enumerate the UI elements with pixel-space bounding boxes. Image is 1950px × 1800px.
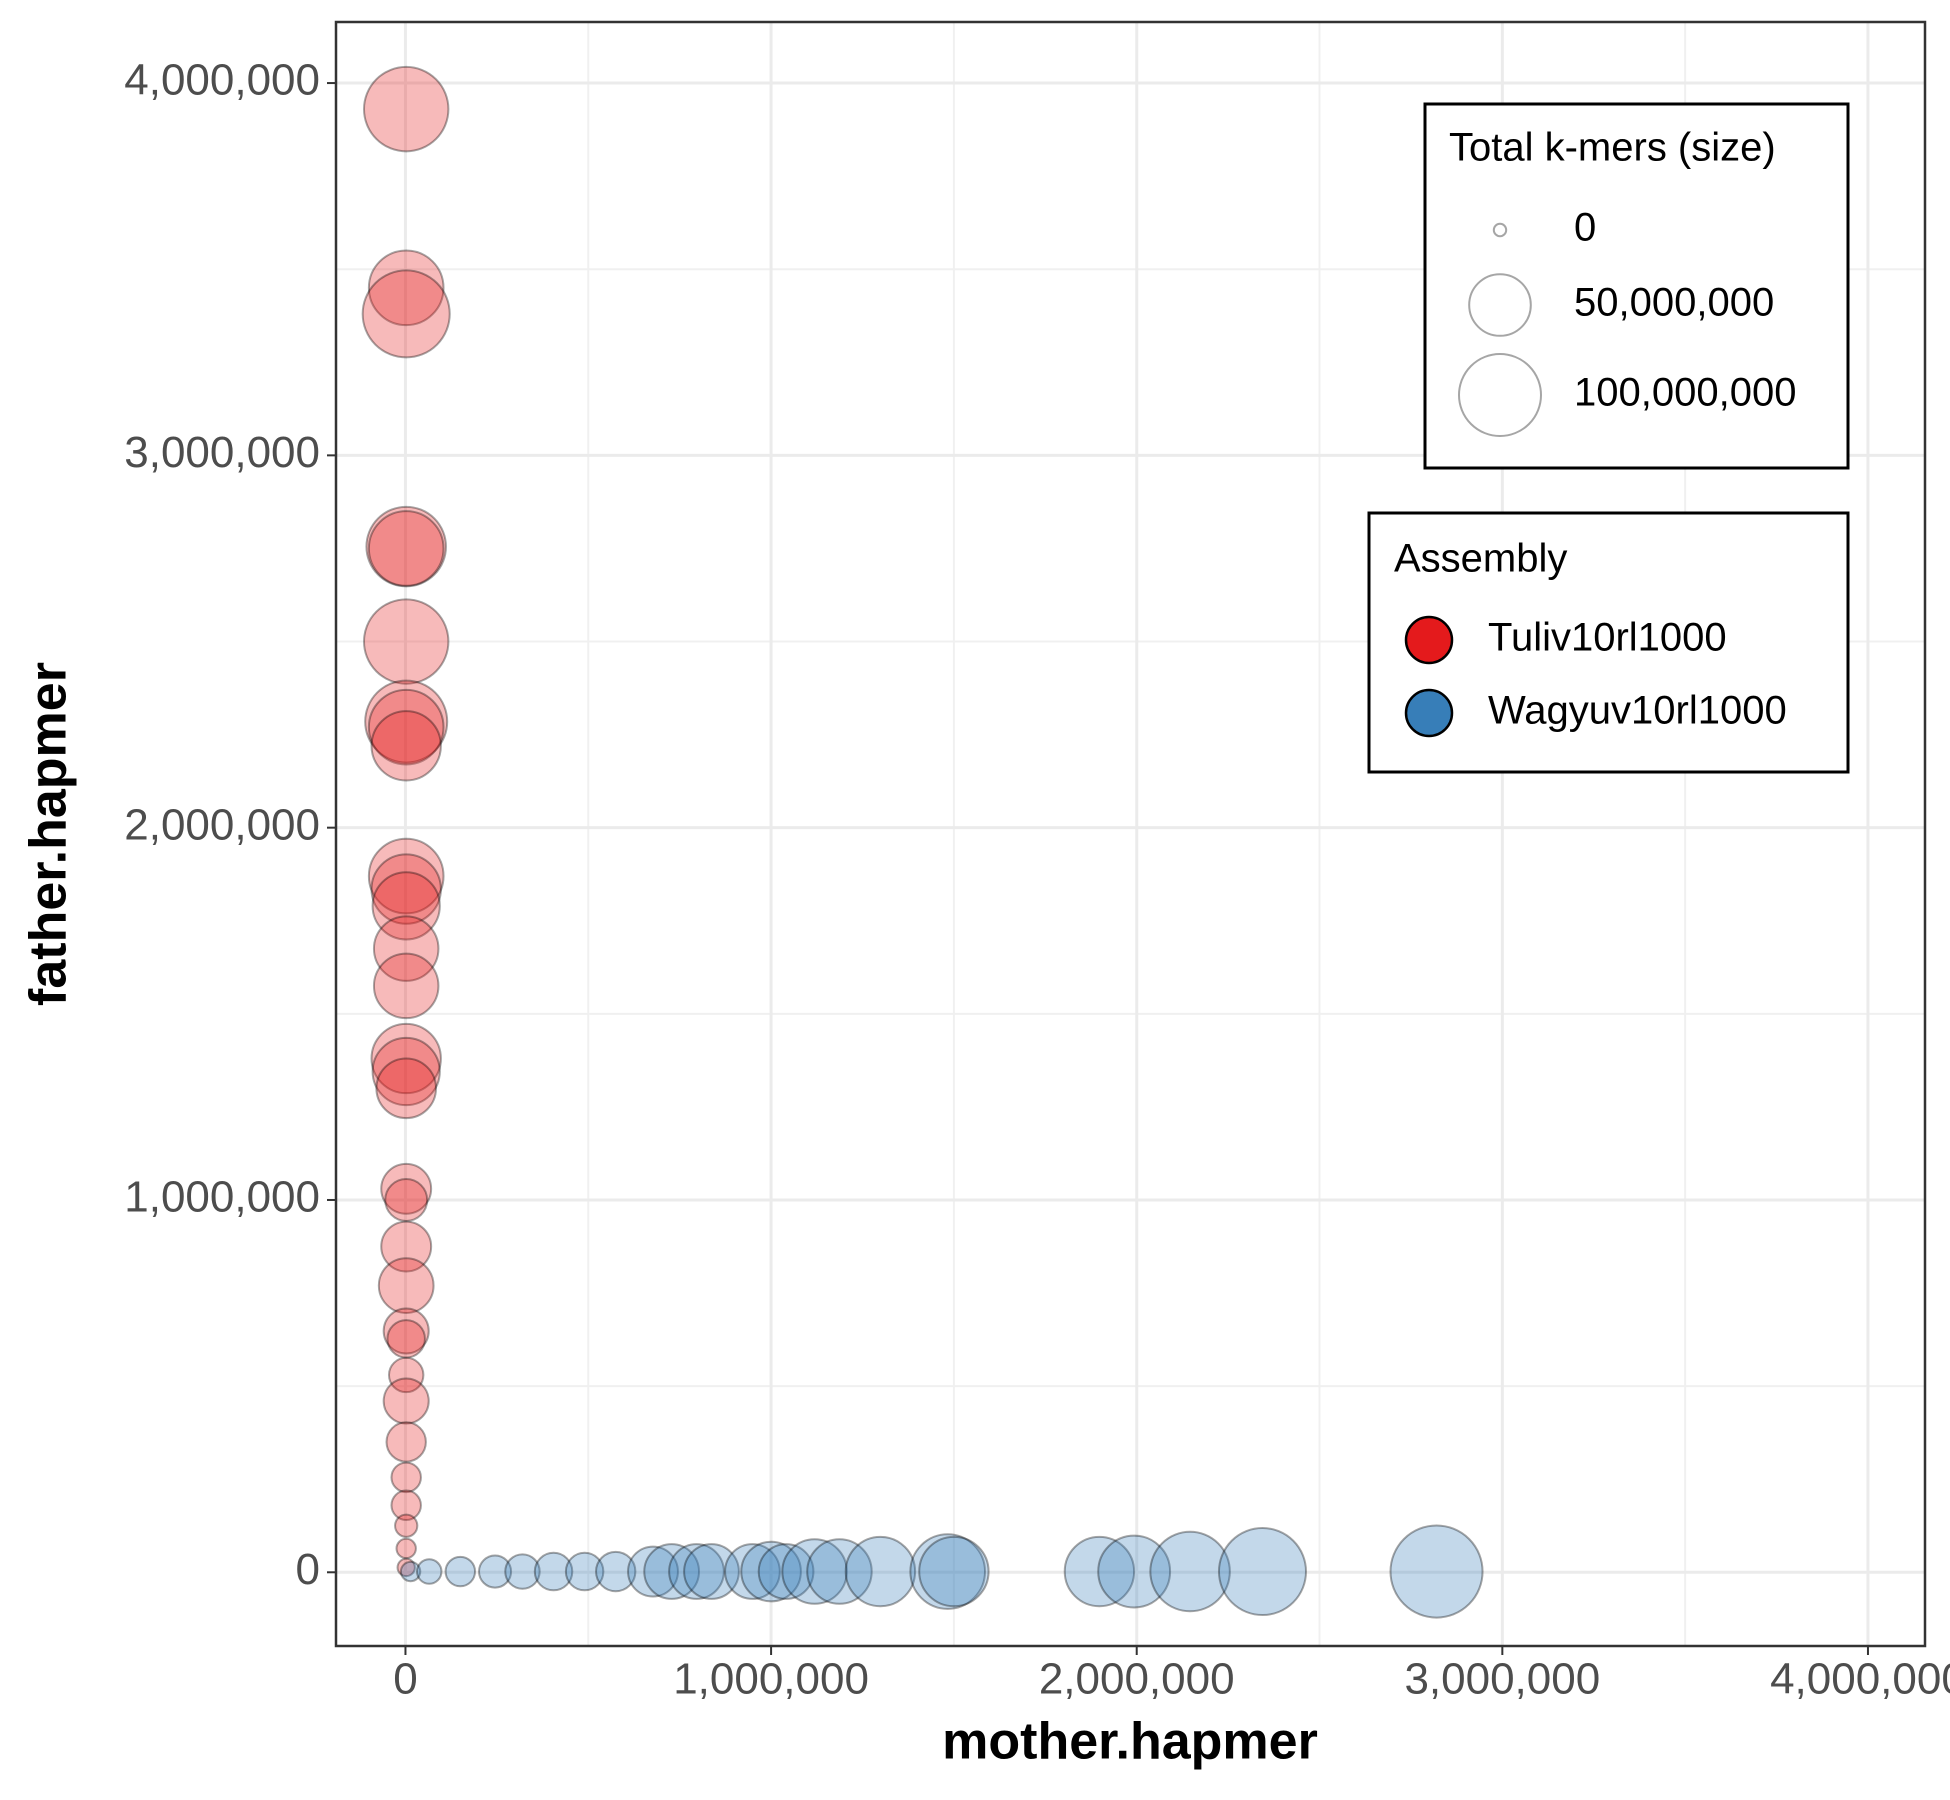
bubble (382, 1307, 430, 1355)
bubble (1097, 1534, 1172, 1609)
points (361, 65, 1484, 1619)
bubble (643, 1543, 701, 1600)
bubble (380, 1162, 433, 1215)
size-legend-title: Total k-mers (size) (1449, 126, 1776, 170)
bubble (372, 915, 440, 982)
bubble (918, 1535, 990, 1608)
bubble (416, 1558, 443, 1585)
bubble (444, 1555, 477, 1588)
legend-key (1404, 615, 1454, 665)
x-tick-label: 4,000,000 (1770, 1655, 1950, 1704)
legend-label: Tuliv10rl1000 (1488, 616, 1727, 660)
bubble (1063, 1535, 1136, 1608)
bubble (365, 505, 447, 588)
bubble (806, 1538, 873, 1605)
size-legend-key (1468, 273, 1532, 337)
bubble (370, 1022, 442, 1095)
bubble (382, 1377, 430, 1425)
bubble (781, 1538, 848, 1605)
y-tick-label: 0 (296, 1545, 320, 1594)
x-tick-label: 0 (393, 1655, 417, 1704)
bubble (595, 1550, 637, 1593)
bubble (1149, 1530, 1231, 1613)
bubble (367, 688, 445, 766)
y-axis-title: father.hapmer (20, 662, 78, 1006)
y-tick-label: 3,000,000 (124, 428, 320, 477)
y-tick-label: 1,000,000 (124, 1173, 320, 1222)
size-legend-box (1423, 102, 1850, 470)
bubble (387, 1356, 425, 1394)
x-axis-title: mother.hapmer (942, 1713, 1318, 1771)
x-tick-label: 2,000,000 (1039, 1655, 1235, 1704)
bubble (390, 1489, 422, 1521)
bubble (740, 1540, 802, 1603)
bubble (385, 1421, 427, 1463)
bubble (384, 1178, 429, 1222)
bubble (372, 952, 440, 1020)
bubble (1389, 1524, 1484, 1619)
bubble (375, 1057, 438, 1120)
bubble (361, 269, 451, 359)
bubble (370, 853, 442, 925)
legend-label: Wagyuv10rl1000 (1488, 689, 1787, 733)
bubble (564, 1551, 605, 1592)
bubble (394, 1513, 419, 1538)
bubble (370, 710, 442, 782)
bubble (371, 1036, 441, 1107)
bubble (724, 1543, 781, 1600)
bubble (683, 1543, 740, 1600)
legend-key (1404, 688, 1454, 738)
bubble (533, 1551, 574, 1592)
bubble (504, 1553, 541, 1590)
bubble (844, 1535, 917, 1608)
x-tick-label: 3,000,000 (1404, 1655, 1600, 1704)
bubble (367, 510, 445, 587)
bubble (757, 1543, 815, 1600)
size-legend-key (1458, 353, 1542, 437)
bubble (386, 1319, 426, 1359)
x-tick-label: 1,000,000 (673, 1655, 869, 1704)
bubble (377, 1257, 435, 1314)
plot-border (334, 20, 1927, 1648)
bubble (371, 871, 441, 941)
size-legend-label: 50,000,000 (1574, 281, 1774, 325)
bubble (627, 1545, 679, 1598)
bubble (363, 65, 450, 153)
bubble (367, 837, 445, 915)
color-legend-title: Assembly (1394, 537, 1567, 581)
bubble (1217, 1527, 1308, 1617)
bubble (367, 249, 445, 327)
bubble (380, 1220, 433, 1273)
bubble (364, 679, 449, 764)
bubble (909, 1533, 987, 1610)
bubble (390, 1461, 422, 1494)
size-legend-label: 0 (1574, 206, 1596, 250)
bubble (396, 1557, 416, 1578)
size-legend-key (1492, 222, 1508, 238)
y-tick-label: 4,000,000 (124, 56, 320, 105)
bubble (399, 1560, 422, 1583)
bubble (395, 1537, 417, 1560)
bubble (363, 598, 450, 685)
bubble (668, 1543, 725, 1600)
size-legend-label: 100,000,000 (1574, 371, 1796, 415)
bubble (478, 1554, 513, 1589)
y-tick-label: 2,000,000 (124, 800, 320, 849)
